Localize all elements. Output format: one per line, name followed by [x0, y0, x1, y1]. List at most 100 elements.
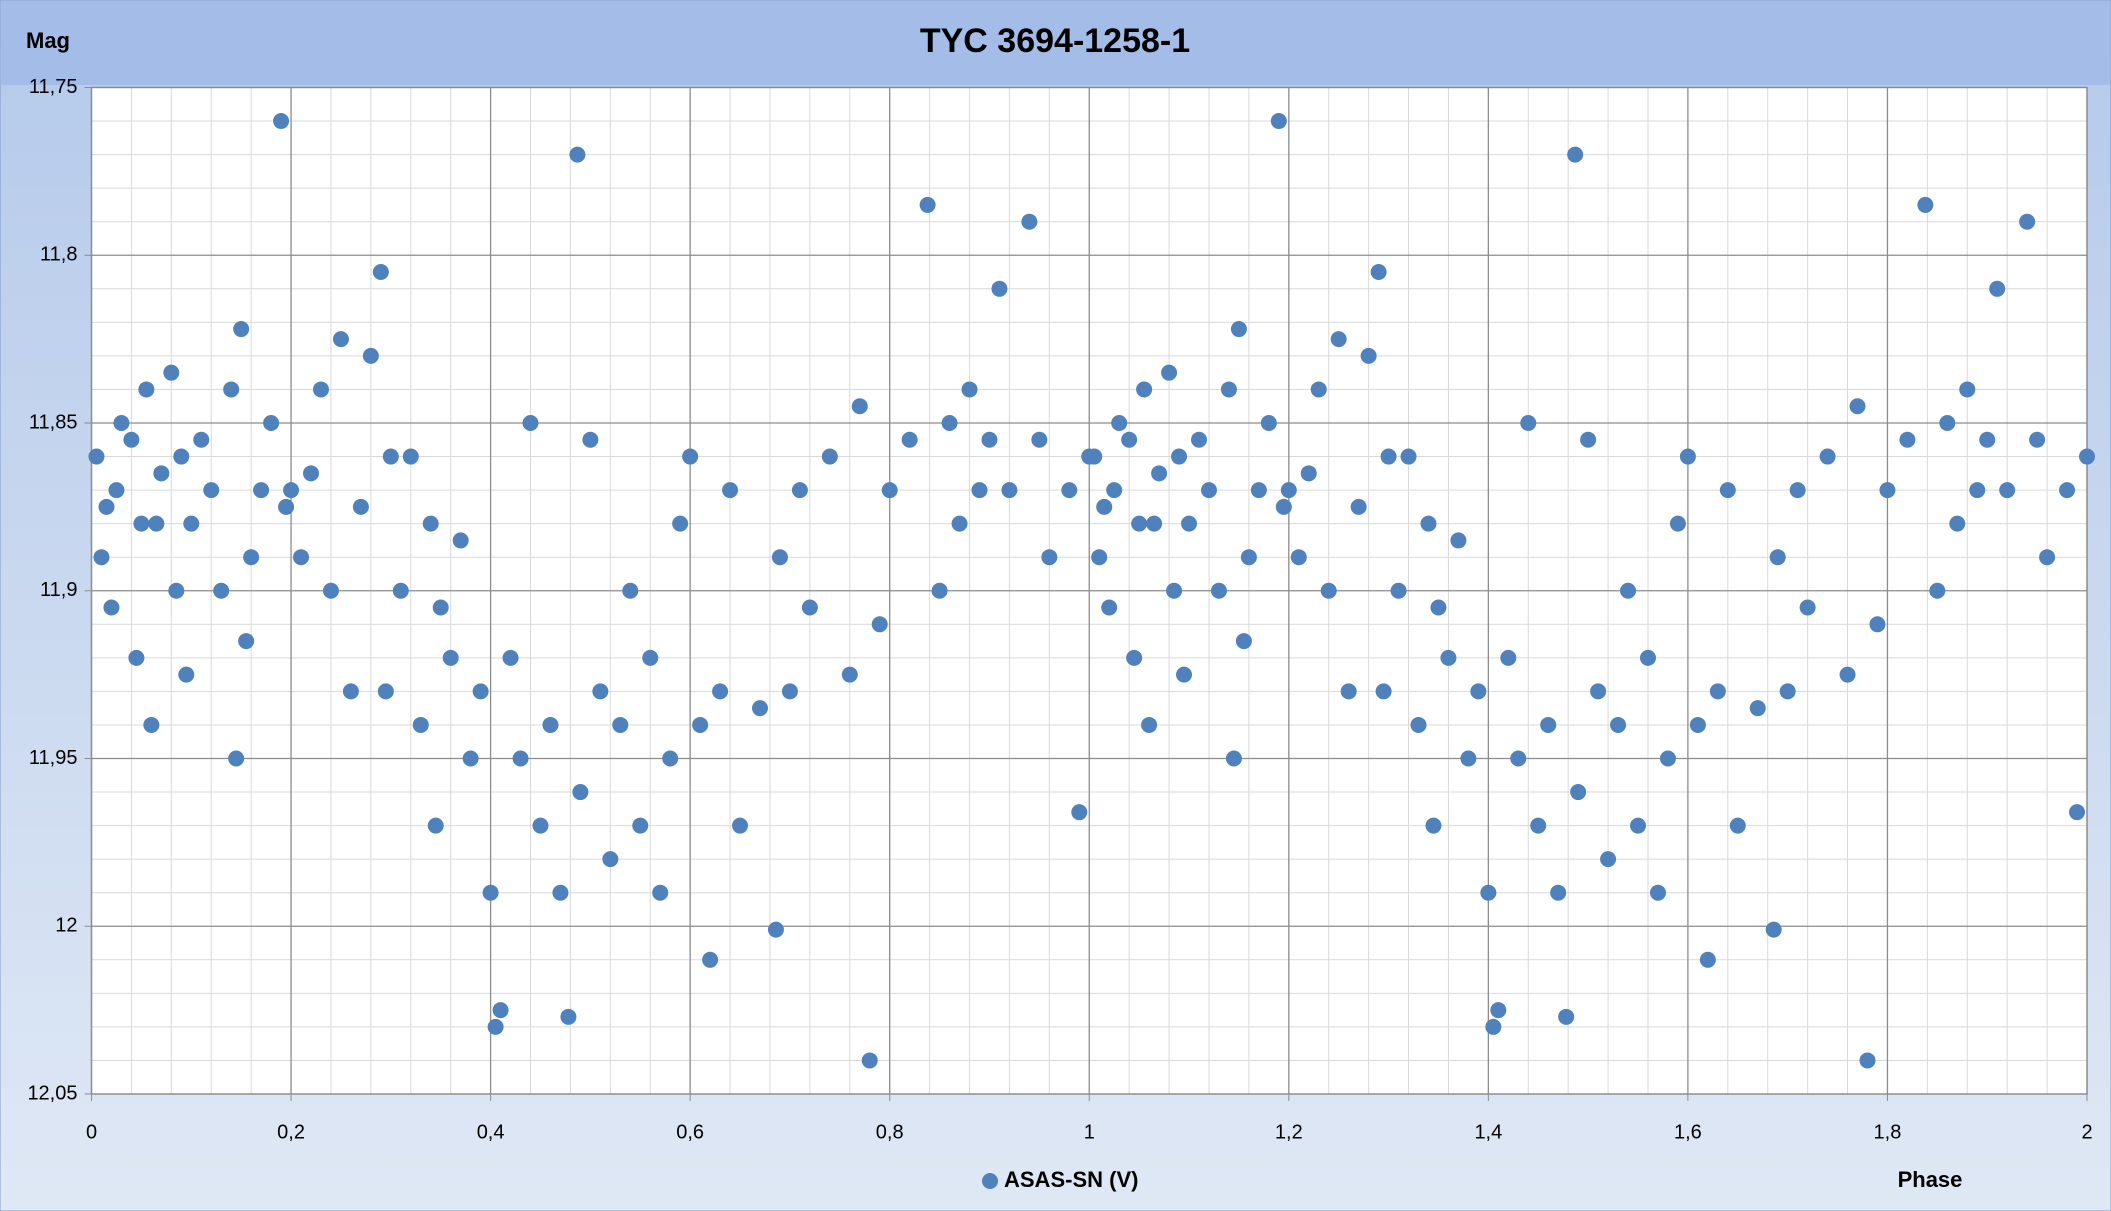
data-point — [1131, 515, 1148, 532]
data-point — [1350, 498, 1367, 515]
data-point — [133, 515, 150, 532]
data-point — [183, 515, 200, 532]
data-point — [1340, 683, 1357, 700]
data-point — [1210, 582, 1227, 599]
data-point — [1225, 750, 1242, 767]
data-point — [233, 321, 250, 338]
legend-marker — [982, 1173, 998, 1189]
data-point — [1600, 851, 1617, 868]
data-point — [123, 431, 140, 448]
data-point — [662, 750, 679, 767]
data-point — [692, 716, 709, 733]
x-tick-label: 1 — [1084, 1121, 1095, 1143]
data-point — [1859, 1052, 1876, 1069]
data-point — [1061, 482, 1078, 499]
data-point — [1320, 582, 1337, 599]
data-point — [178, 666, 195, 683]
data-point — [472, 683, 489, 700]
data-point — [163, 364, 180, 381]
data-point — [582, 431, 599, 448]
data-point — [951, 515, 968, 532]
data-point — [1141, 716, 1158, 733]
x-tick-label: 1,8 — [1874, 1121, 1902, 1143]
x-tick-label: 0 — [86, 1121, 97, 1143]
data-point — [2079, 448, 2095, 465]
data-point — [1789, 482, 1806, 499]
data-point — [1151, 465, 1168, 482]
data-point — [672, 515, 689, 532]
data-point — [522, 415, 539, 431]
data-point — [1191, 431, 1208, 448]
data-point — [203, 482, 220, 499]
data-point — [1520, 415, 1537, 431]
x-tick-label: 1,6 — [1674, 1121, 1702, 1143]
data-point — [482, 884, 499, 901]
data-point — [377, 683, 394, 700]
plot-border — [90, 86, 2088, 1095]
x-tick-label: 1,4 — [1474, 1121, 1502, 1143]
data-point — [1300, 465, 1317, 482]
data-point — [148, 515, 165, 532]
y-tick-label: 11,85 — [29, 411, 78, 433]
data-point — [512, 750, 529, 767]
data-point — [332, 331, 349, 348]
y-tick-label: 12,05 — [27, 1082, 77, 1104]
data-point — [278, 498, 295, 515]
data-point — [283, 482, 300, 499]
x-tick-label: 1,2 — [1275, 1121, 1303, 1143]
y-tick-label: 11,95 — [29, 747, 78, 769]
data-point — [1899, 431, 1916, 448]
data-point — [1839, 666, 1856, 683]
data-point — [462, 750, 479, 767]
data-point — [1375, 683, 1392, 700]
data-point — [712, 683, 729, 700]
data-point — [1799, 599, 1816, 616]
data-point — [372, 264, 389, 281]
data-point — [492, 1002, 509, 1019]
data-point — [622, 582, 639, 599]
data-point — [1749, 700, 1766, 717]
data-point — [572, 784, 589, 801]
data-point — [1729, 817, 1746, 834]
data-point — [1220, 381, 1237, 398]
data-point — [722, 482, 739, 499]
data-point — [273, 113, 290, 130]
data-point — [1250, 482, 1267, 499]
data-point — [781, 683, 798, 700]
data-point — [1330, 331, 1347, 348]
data-point — [322, 582, 339, 599]
data-point — [861, 1052, 878, 1069]
legend-label: ASAS-SN (V) — [1004, 1167, 1138, 1192]
data-point — [412, 716, 429, 733]
data-point — [1530, 817, 1547, 834]
data-point — [1470, 683, 1487, 700]
data-point — [991, 280, 1008, 297]
x-tick-label: 0,8 — [876, 1121, 904, 1143]
data-point — [228, 750, 245, 767]
data-point — [1639, 649, 1656, 666]
data-point — [303, 465, 320, 482]
data-point — [1171, 448, 1188, 465]
data-point — [382, 448, 399, 465]
data-point — [1240, 549, 1257, 566]
data-point — [1550, 884, 1567, 901]
data-point — [1659, 750, 1676, 767]
data-point — [2059, 482, 2076, 499]
data-point — [1410, 716, 1427, 733]
data-point — [1558, 1008, 1575, 1025]
data-point — [1989, 280, 2006, 297]
data-point — [1280, 482, 1297, 499]
data-point — [427, 817, 444, 834]
data-point — [1769, 549, 1786, 566]
data-point — [93, 549, 110, 566]
data-point — [1709, 683, 1726, 700]
data-point — [767, 921, 784, 938]
data-point — [253, 482, 270, 499]
data-point — [442, 649, 459, 666]
data-point — [362, 347, 379, 364]
data-point — [1630, 817, 1647, 834]
data-point — [263, 415, 280, 431]
data-point — [1031, 431, 1048, 448]
data-point — [1021, 213, 1038, 230]
data-point — [1917, 196, 1934, 213]
